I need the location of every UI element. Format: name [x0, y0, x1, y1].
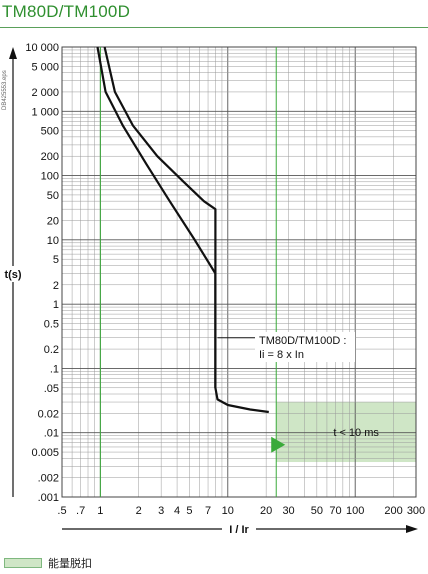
legend: 能量脱扣 — [4, 556, 92, 570]
legend-label: 能量脱扣 — [48, 557, 92, 570]
x-tick-label: 2 — [136, 505, 142, 517]
y-tick-label: 20 — [47, 216, 59, 228]
annotation-text: TM80D/TM100D : — [259, 335, 346, 347]
y-tick-label: .001 — [38, 492, 59, 504]
document-reference: DB425553.eps — [2, 70, 8, 110]
x-axis-arrow-head — [406, 525, 418, 533]
x-tick-label: 70 — [329, 505, 341, 517]
y-tick-label: 100 — [41, 171, 59, 183]
y-tick-label: .1 — [50, 363, 59, 375]
y-tick-label: 0.005 — [31, 447, 59, 459]
x-tick-label: 5 — [186, 505, 192, 517]
x-tick-label: 10 — [222, 505, 234, 517]
x-tick-label: 200 — [384, 505, 402, 517]
x-tick-label: 30 — [282, 505, 294, 517]
x-tick-label: 50 — [311, 505, 323, 517]
x-tick-label: 1 — [97, 505, 103, 517]
instant-trip-marker — [271, 436, 286, 453]
y-tick-label: .01 — [44, 428, 59, 440]
x-tick-label: 4 — [174, 505, 180, 517]
title-divider — [0, 27, 428, 28]
y-tick-label: 1 — [53, 299, 59, 311]
legend-swatch — [4, 558, 42, 568]
y-tick-label: 1 000 — [31, 106, 59, 118]
y-tick-label: 10 — [47, 235, 59, 247]
x-tick-label: 100 — [346, 505, 364, 517]
y-axis-arrow-head — [9, 47, 17, 59]
annotation-box — [255, 332, 355, 362]
y-axis-label: t(s) — [4, 269, 21, 281]
chart-title: TM80D/TM100D — [2, 2, 131, 21]
x-tick-label: .5 — [57, 505, 66, 517]
x-tick-label: 7 — [205, 505, 211, 517]
y-tick-label: .002 — [38, 473, 59, 485]
y-tick-label: 200 — [41, 151, 59, 163]
annotation-text: Ii = 8 x In — [259, 349, 304, 361]
y-tick-label: 2 — [53, 280, 59, 292]
x-axis-label: I / Ir — [229, 524, 249, 536]
zone-label: t < 10 ms — [333, 427, 379, 439]
y-tick-label: 5 — [53, 254, 59, 266]
y-tick-label: 0.5 — [44, 318, 59, 330]
y-tick-label: 10 000 — [25, 42, 59, 54]
y-axis-label-bg — [3, 266, 23, 282]
x-axis-label-bg — [222, 521, 256, 537]
y-tick-label: 50 — [47, 190, 59, 202]
y-tick-label: .05 — [44, 383, 59, 395]
y-tick-label: 5 000 — [31, 61, 59, 73]
y-tick-label: 0.2 — [44, 344, 59, 356]
y-tick-label: 0.02 — [38, 408, 59, 420]
trip-curve-lower — [96, 46, 217, 388]
trip-curve-upper — [103, 46, 269, 414]
x-tick-label: 3 — [158, 505, 164, 517]
plot-frame — [61, 46, 417, 498]
x-tick-label: 20 — [260, 505, 272, 517]
x-tick-label: .7 — [76, 505, 85, 517]
y-tick-label: 2 000 — [31, 87, 59, 99]
y-tick-label: 500 — [41, 126, 59, 138]
x-tick-label: 300 — [407, 505, 425, 517]
